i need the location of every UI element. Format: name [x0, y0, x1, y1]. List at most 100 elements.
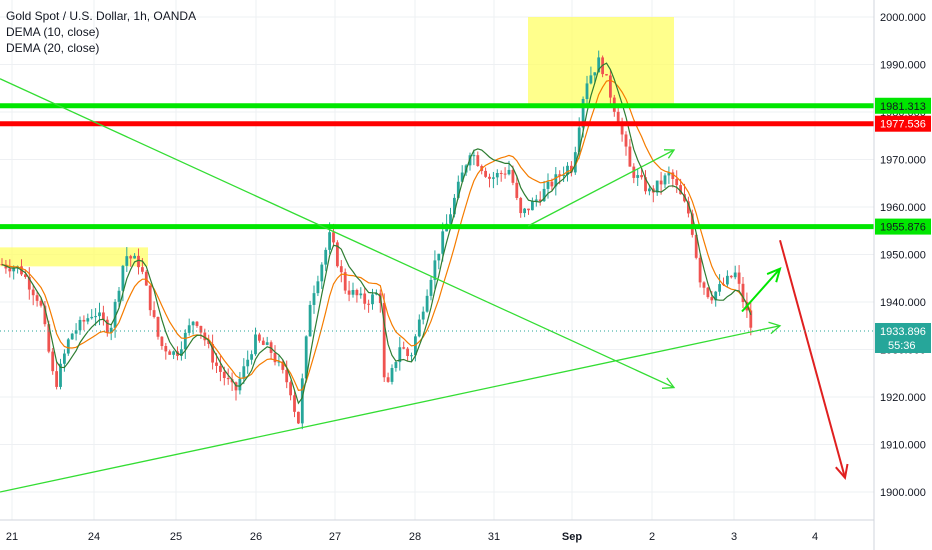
candle-body — [324, 249, 328, 265]
candle-body — [281, 361, 285, 370]
candle-body — [453, 197, 456, 215]
candle-body — [78, 319, 82, 331]
trendline-arrowhead — [663, 149, 676, 159]
candle-body — [195, 321, 199, 326]
x-tick-label: 4 — [812, 531, 818, 543]
candle-body — [105, 319, 109, 333]
candle-body — [113, 301, 117, 328]
x-tick-label: 27 — [329, 531, 341, 543]
candle-body — [82, 319, 86, 322]
candle-body — [152, 310, 156, 318]
candle-body — [250, 354, 253, 360]
candle-body — [343, 272, 347, 291]
candle-body — [706, 287, 710, 298]
candle-body — [27, 277, 31, 290]
candle-body — [308, 304, 312, 337]
candle-body — [562, 174, 565, 177]
candle-body — [355, 290, 359, 296]
candle-body — [546, 181, 550, 189]
candle-body — [137, 255, 140, 268]
candle-body — [593, 72, 597, 76]
candle-body — [456, 181, 460, 198]
candle-body — [441, 231, 445, 254]
candle-body — [476, 155, 480, 166]
trendline-arrowhead — [661, 377, 676, 389]
countdown-label: 55:36 — [888, 340, 916, 352]
candle-body — [714, 291, 718, 301]
x-tick-label: 2 — [649, 531, 655, 543]
candle-body — [386, 377, 390, 382]
candle-body — [566, 165, 569, 175]
x-tick-label: 25 — [170, 531, 182, 543]
candle-body — [316, 281, 320, 294]
candle-body — [659, 180, 663, 185]
price-level-tag — [875, 218, 931, 235]
candle-body — [503, 173, 507, 175]
candle-body — [86, 318, 90, 322]
candle-body — [129, 256, 133, 259]
candle-body — [347, 290, 351, 295]
highlight-zone — [0, 247, 148, 267]
candle-body — [527, 208, 530, 211]
trendline — [527, 149, 675, 227]
x-tick-label: Sep — [562, 531, 582, 543]
candle-body — [577, 127, 581, 153]
candle-body — [199, 325, 203, 333]
candle-body — [168, 351, 172, 355]
candle-body — [90, 316, 94, 319]
candle-body — [203, 332, 207, 341]
candle-body — [702, 282, 706, 288]
candle-body — [164, 346, 168, 352]
candle-body — [141, 267, 144, 272]
candle-body — [363, 293, 367, 304]
candle-body — [605, 74, 608, 76]
candle-body — [640, 175, 643, 178]
candle-body — [66, 339, 70, 354]
candle-body — [433, 260, 437, 280]
candle-body — [437, 253, 441, 261]
candle-body — [172, 351, 175, 355]
candle-body — [425, 295, 429, 312]
candle-body — [628, 146, 632, 167]
candle-body — [484, 170, 487, 177]
projection-arrow — [779, 239, 846, 479]
candle-body — [741, 283, 745, 303]
x-tick-label: 3 — [731, 531, 737, 543]
candle-body — [538, 199, 542, 202]
candle-body — [737, 272, 741, 284]
last-price-label: 1933.896 — [880, 326, 926, 338]
candle-body — [297, 411, 300, 424]
price-level-tag — [875, 97, 931, 114]
candle-body — [133, 255, 136, 259]
candle-body — [328, 232, 331, 250]
candle-body — [148, 285, 152, 311]
candle-body — [488, 176, 491, 179]
price-level-tag — [875, 115, 931, 132]
candle-body — [222, 371, 226, 379]
candle-body — [31, 289, 35, 296]
dema-20-line — [1, 79, 752, 391]
candle-body — [8, 268, 12, 272]
candle-body — [109, 327, 113, 333]
candle-body — [156, 317, 160, 337]
candle-body — [616, 111, 620, 126]
candle-body — [12, 268, 16, 272]
candle-body — [585, 83, 589, 99]
y-tick-label: 1900.000 — [880, 487, 926, 499]
x-tick-label: 26 — [250, 531, 262, 543]
candle-body — [671, 172, 675, 180]
candle-body — [718, 284, 721, 292]
projection-arrowhead — [766, 267, 782, 283]
candle-body — [24, 274, 27, 278]
candle-body — [219, 365, 222, 372]
trendline — [0, 325, 781, 493]
candle-body — [191, 321, 195, 326]
candle-body — [417, 319, 421, 337]
candle-body — [679, 185, 682, 195]
candle-body — [663, 175, 667, 185]
candle-body — [499, 172, 503, 174]
candle-body — [35, 295, 39, 301]
candle-body — [726, 275, 729, 285]
candle-body — [238, 378, 242, 391]
